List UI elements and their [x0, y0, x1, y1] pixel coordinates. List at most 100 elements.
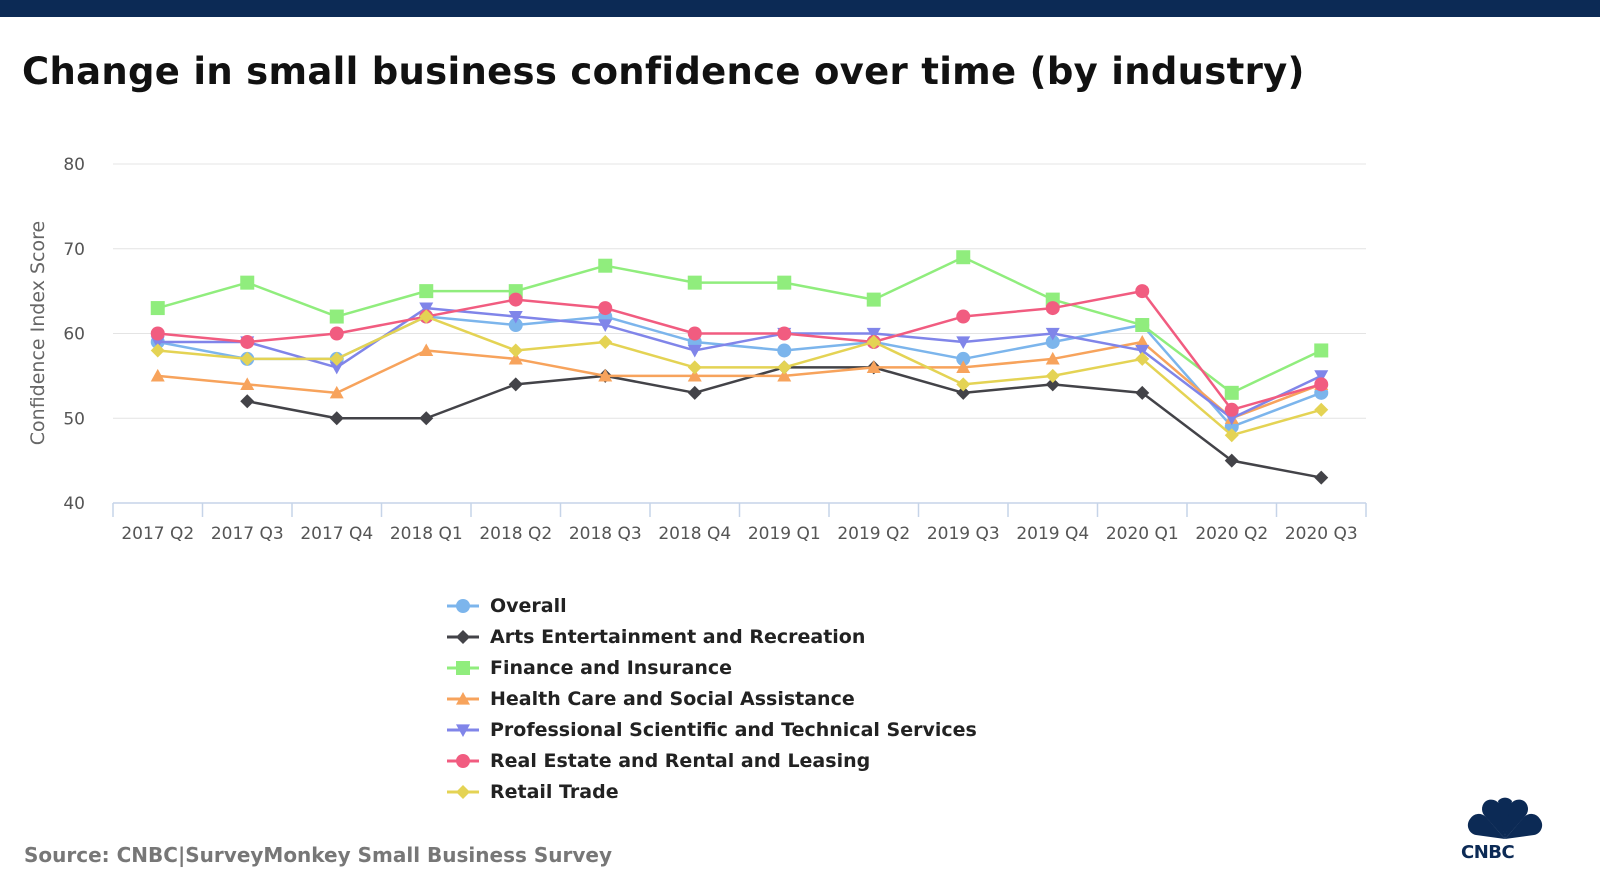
legend-symbol	[447, 691, 479, 705]
legend-item-professional-scientific-and-technical-services[interactable]: Professional Scientific and Technical Se…	[446, 714, 977, 745]
data-point-health-care-and-social-assistance	[598, 368, 613, 382]
data-point-health-care-and-social-assistance	[419, 343, 434, 357]
data-point-health-care-and-social-assistance	[240, 377, 255, 390]
legend-marker	[456, 660, 470, 675]
legend-marker	[456, 691, 470, 705]
data-point-finance-and-insurance	[150, 301, 165, 316]
x-tick-label: 2020 Q3	[1285, 524, 1358, 544]
data-point-health-care-and-social-assistance	[1045, 351, 1060, 365]
data-point-finance-and-insurance	[419, 284, 434, 299]
series-line-real-estate-and-rental-and-leasing	[157, 289, 1322, 412]
legend-symbol	[447, 629, 479, 644]
data-point-retail-trade	[866, 334, 881, 349]
data-point-finance-and-insurance	[329, 309, 344, 324]
x-tick-label: 2020 Q2	[1195, 524, 1268, 544]
data-point-real-estate-and-rental-and-leasing	[1314, 377, 1329, 392]
data-point-finance-and-insurance	[687, 275, 702, 290]
data-point-professional-scientific-and-technical-services	[1314, 370, 1329, 383]
legend-item-arts-entertainment-and-recreation[interactable]: Arts Entertainment and Recreation	[446, 621, 977, 652]
data-point-real-estate-and-rental-and-leasing	[1045, 301, 1060, 316]
data-point-retail-trade	[598, 334, 613, 349]
legend-symbol	[447, 784, 479, 799]
x-tick-label: 2019 Q4	[1016, 524, 1089, 544]
data-point-arts-entertainment-and-recreation	[1135, 385, 1150, 400]
data-point-health-care-and-social-assistance	[866, 360, 881, 373]
series-line-professional-scientific-and-technical-services	[157, 306, 1322, 420]
data-point-overall	[956, 351, 971, 366]
chart-legend: Overall Arts Entertainment and Recreation…	[446, 590, 977, 807]
data-point-arts-entertainment-and-recreation	[956, 385, 971, 400]
legend-item-real-estate-and-rental-and-leasing[interactable]: Real Estate and Rental and Leasing	[446, 745, 977, 776]
data-point-finance-and-insurance	[240, 275, 255, 290]
data-point-real-estate-and-rental-and-leasing	[777, 326, 792, 341]
top-banner	[0, 0, 1600, 17]
x-tick-label: 2018 Q4	[658, 524, 731, 544]
data-point-health-care-and-social-assistance	[777, 368, 792, 382]
data-point-arts-entertainment-and-recreation	[1045, 377, 1060, 392]
legend-symbol	[447, 660, 479, 675]
legend-item-retail-trade[interactable]: Retail Trade	[446, 776, 977, 807]
legend-item-overall[interactable]: Overall	[446, 590, 977, 621]
series-line-arts-entertainment-and-recreation	[247, 366, 1322, 479]
data-point-real-estate-and-rental-and-leasing	[687, 326, 702, 341]
legend-item-finance-and-insurance[interactable]: Finance and Insurance	[446, 652, 977, 683]
x-tick-label: 2019 Q1	[748, 524, 821, 544]
data-point-arts-entertainment-and-recreation	[1314, 470, 1329, 485]
logo-text: CNBC	[1461, 842, 1515, 863]
data-point-retail-trade	[419, 309, 434, 324]
data-point-overall	[508, 318, 523, 333]
legend-label: Arts Entertainment and Recreation	[490, 625, 866, 648]
data-point-real-estate-and-rental-and-leasing	[150, 326, 165, 341]
data-point-arts-entertainment-and-recreation	[419, 411, 434, 426]
data-point-real-estate-and-rental-and-leasing	[1135, 284, 1150, 299]
x-tick-label: 2019 Q2	[837, 524, 910, 544]
y-tick-label: 80	[63, 155, 85, 175]
legend-label: Health Care and Social Assistance	[490, 687, 855, 710]
data-point-retail-trade	[956, 377, 971, 392]
y-axis-title: Confidence Index Score	[27, 221, 49, 445]
series-retail-trade	[150, 309, 1329, 443]
data-point-real-estate-and-rental-and-leasing	[598, 301, 613, 316]
data-point-arts-entertainment-and-recreation	[687, 385, 702, 400]
x-tick-label: 2019 Q3	[927, 524, 1000, 544]
data-point-retail-trade	[687, 360, 702, 375]
data-point-retail-trade	[329, 351, 344, 366]
legend-label: Professional Scientific and Technical Se…	[490, 718, 977, 741]
y-tick-label: 40	[63, 494, 85, 514]
legend-item-health-care-and-social-assistance[interactable]: Health Care and Social Assistance	[446, 683, 977, 714]
series-overall	[150, 309, 1329, 434]
x-tick-label: 2017 Q2	[121, 524, 194, 544]
legend-symbol	[447, 753, 479, 768]
series-real-estate-and-rental-and-leasing	[150, 284, 1329, 417]
legend-marker	[456, 723, 470, 737]
legend-symbol	[447, 723, 479, 737]
series-line-retail-trade	[157, 315, 1322, 437]
data-point-health-care-and-social-assistance	[508, 351, 523, 365]
series-line-finance-and-insurance	[157, 255, 1322, 395]
data-point-arts-entertainment-and-recreation	[1224, 453, 1239, 468]
data-point-real-estate-and-rental-and-leasing	[329, 326, 344, 341]
y-tick-label: 60	[63, 325, 85, 345]
legend-marker	[456, 753, 470, 768]
data-point-finance-and-insurance	[598, 258, 613, 273]
data-point-health-care-and-social-assistance	[329, 385, 344, 399]
cnbc-peacock-logo	[1467, 797, 1543, 839]
data-point-real-estate-and-rental-and-leasing	[240, 334, 255, 349]
data-point-retail-trade	[1314, 402, 1329, 417]
data-point-retail-trade	[150, 343, 165, 358]
data-point-finance-and-insurance	[1314, 343, 1329, 358]
data-point-professional-scientific-and-technical-services	[508, 310, 523, 324]
data-point-retail-trade	[1045, 368, 1060, 383]
data-point-professional-scientific-and-technical-services	[1135, 344, 1150, 358]
source-note: Source: CNBC|SurveyMonkey Small Business…	[24, 843, 612, 867]
legend-marker	[456, 629, 470, 644]
data-point-finance-and-insurance	[777, 275, 792, 290]
data-point-real-estate-and-rental-and-leasing	[956, 309, 971, 324]
x-tick-label: 2017 Q3	[211, 524, 284, 544]
x-tick-label: 2018 Q1	[390, 524, 463, 544]
x-tick-label: 2020 Q1	[1106, 524, 1179, 544]
data-point-real-estate-and-rental-and-leasing	[508, 292, 523, 307]
legend-marker	[456, 598, 470, 613]
data-point-finance-and-insurance	[1224, 385, 1239, 400]
